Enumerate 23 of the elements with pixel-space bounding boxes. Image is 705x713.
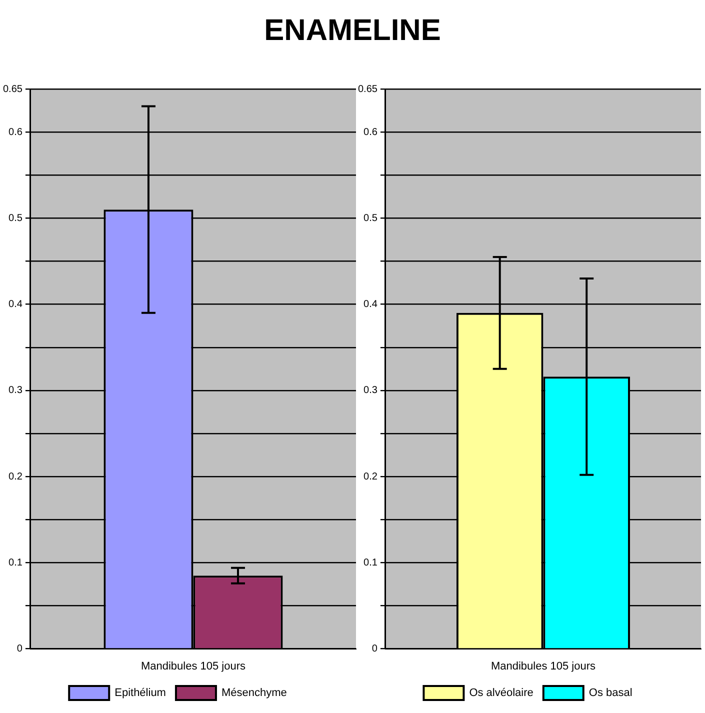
legend-label: Os basal [588,687,632,700]
legend-label: Mésenchyme [221,687,287,700]
y-tick-label: 0.5 [8,212,23,224]
y-tick-label: 0.4 [364,299,378,310]
y-tick-label: 0.3 [364,385,378,396]
y-tick-label: 0.2 [8,471,23,482]
y-tick-label: 0.1 [8,557,23,568]
y-tick-label: 0.4 [8,299,23,310]
y-tick-label: 0.6 [364,126,378,138]
y-tick-label: 0.65 [358,84,378,95]
legend-label: Epithélium [114,687,166,700]
x-tick-label: Mandibules 105 jours [490,660,596,672]
y-tick-label: 0.2 [364,471,378,482]
y-tick-label: 0.3 [8,385,23,396]
chart-title: ENAMELINE [263,14,442,48]
y-tick-label: 0.5 [364,212,378,224]
legend-label: Os alvéolaire [469,687,534,700]
y-tick-label: 0.6 [8,126,23,138]
y-tick-label: 0 [372,644,378,655]
y-tick-label: 0.65 [2,84,23,95]
y-tick-label: 0 [16,644,23,655]
y-tick-label: 0.1 [364,557,378,568]
x-tick-label: Mandibules 105 jours [140,660,246,672]
